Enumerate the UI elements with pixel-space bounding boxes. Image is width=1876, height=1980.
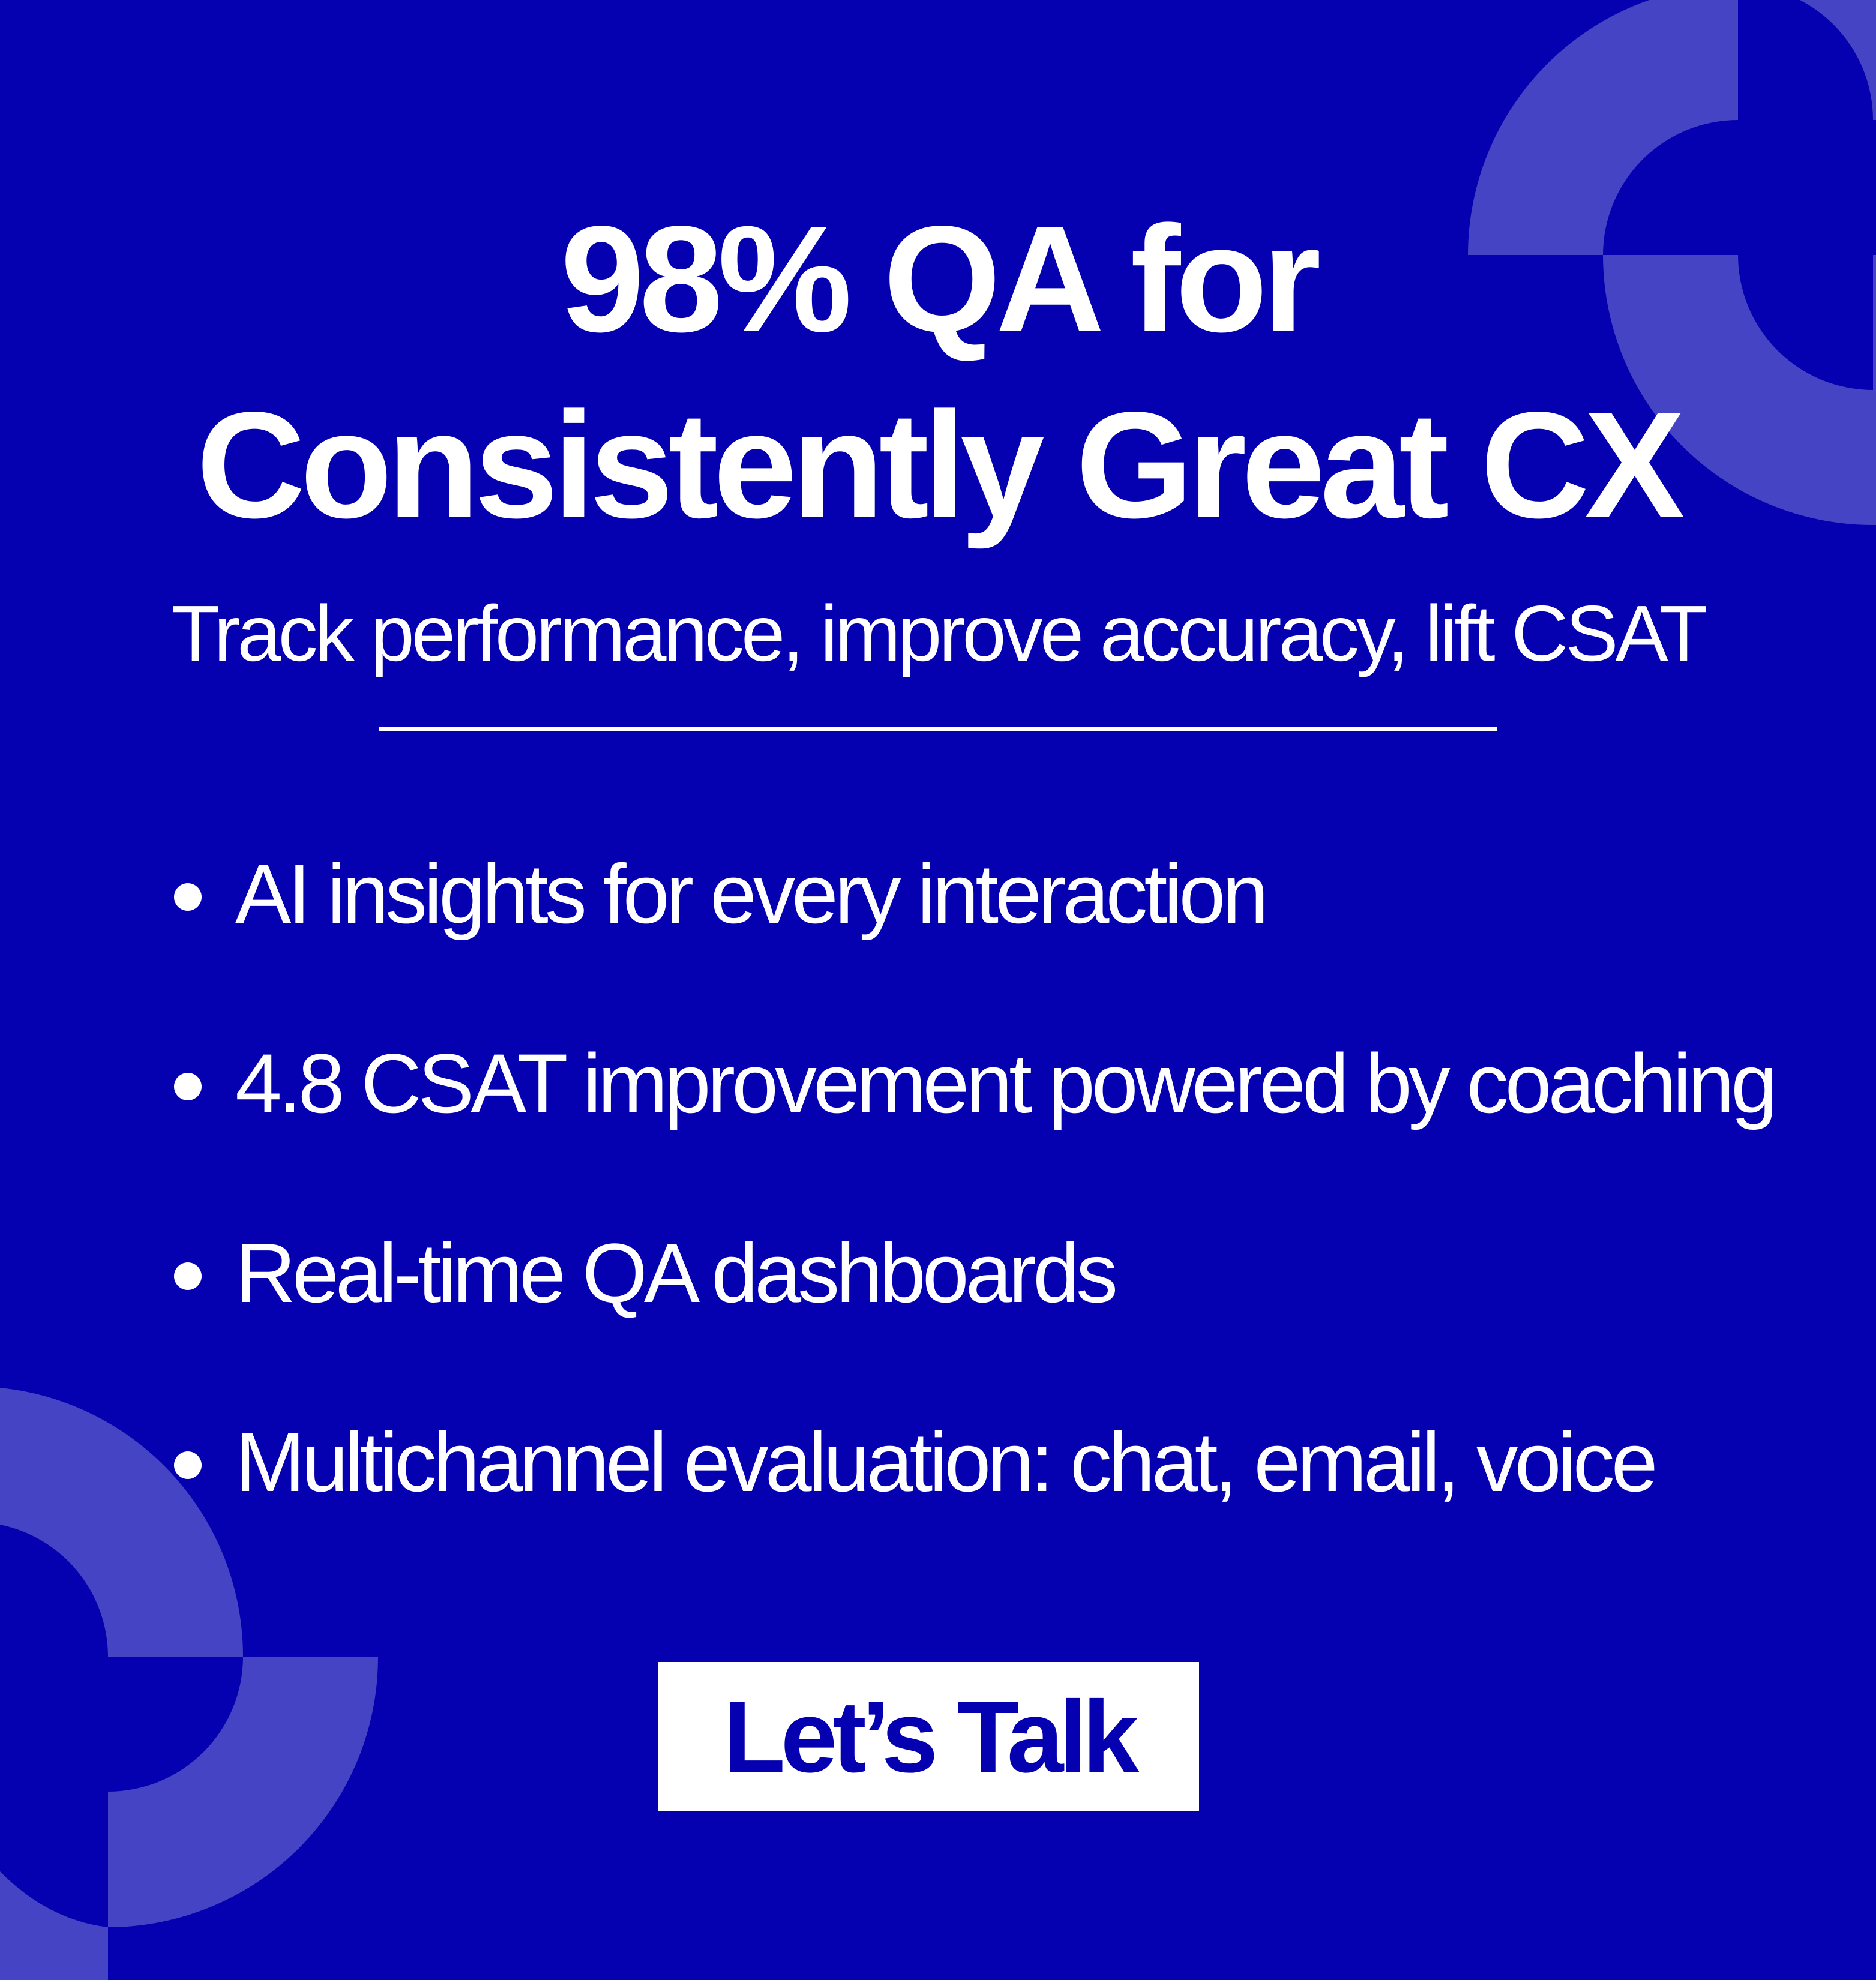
list-item: 4.8 CSAT improvement powered by coaching — [174, 1036, 1778, 1130]
list-item-text: 4.8 CSAT improvement powered by coaching — [235, 1036, 1778, 1130]
ring-quadrant-bottom-left — [1603, 255, 1873, 525]
corner-shape-bottom-left — [0, 1871, 108, 1980]
divider — [379, 727, 1497, 731]
list-item: Multichannel evaluation: chat, email, vo… — [174, 1415, 1658, 1509]
ring-quadrant-top-right — [0, 1388, 244, 1657]
edge-strip — [1873, 255, 1876, 525]
ring-quadrant-bottom-right — [108, 1657, 379, 1927]
ring-quadrant-top-left — [1468, 0, 1738, 255]
quarter-disc-top-right — [1799, 0, 1876, 120]
list-item: Real-time QA dashboards — [174, 1226, 1118, 1320]
bullet-icon — [174, 1262, 202, 1290]
bullet-icon — [174, 1073, 202, 1100]
headline-line-1: 98% QA for — [560, 195, 1321, 364]
lets-talk-button[interactable]: Let’s Talk — [658, 1662, 1199, 1811]
list-item-text: Real-time QA dashboards — [235, 1226, 1118, 1320]
list-item-text: AI insights for every interaction — [235, 847, 1269, 941]
bullet-icon — [174, 883, 202, 911]
list-item-text: Multichannel evaluation: chat, email, vo… — [235, 1415, 1658, 1509]
headline-line-2: Consistently Great CX — [196, 381, 1685, 550]
subtitle: Track performance, improve accuracy, lif… — [171, 589, 1708, 677]
bullet-icon — [174, 1451, 202, 1479]
list-item: AI insights for every interaction — [174, 847, 1269, 941]
